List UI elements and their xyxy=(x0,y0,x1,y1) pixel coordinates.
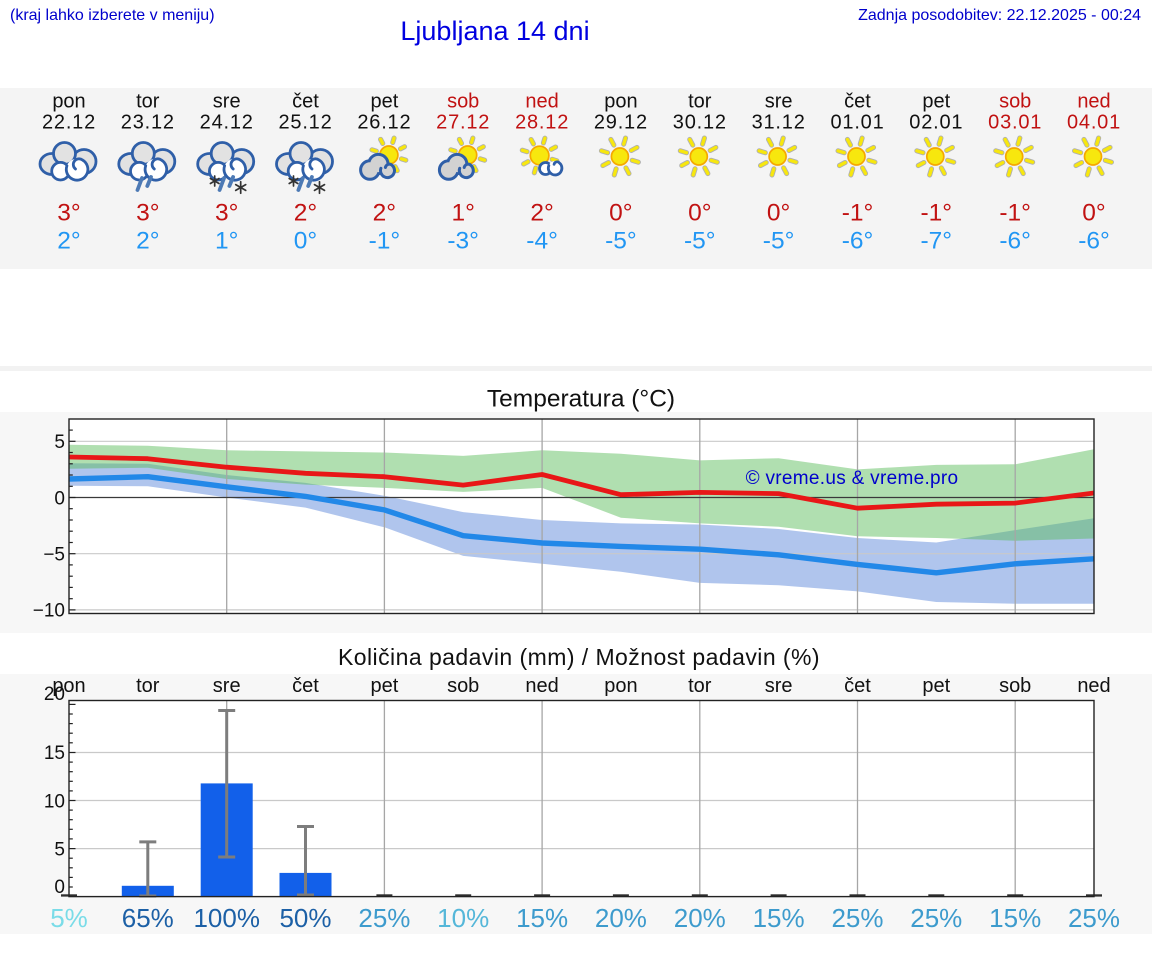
svg-text:-6°: -6° xyxy=(999,227,1031,254)
svg-text:26.12: 26.12 xyxy=(357,112,411,134)
svg-text:-7°: -7° xyxy=(921,227,953,254)
svg-text:ned: ned xyxy=(1077,90,1110,112)
svg-text:pon: pon xyxy=(52,675,85,697)
svg-text:sre: sre xyxy=(765,675,793,697)
svg-text:-1°: -1° xyxy=(921,200,953,227)
svg-text:čet: čet xyxy=(844,675,871,697)
svg-text:pet: pet xyxy=(922,675,950,697)
svg-text:ned: ned xyxy=(525,90,558,112)
svg-text:15%: 15% xyxy=(989,903,1041,933)
svg-text:čet: čet xyxy=(844,90,871,112)
svg-text:27.12: 27.12 xyxy=(436,112,490,134)
svg-text:-4°: -4° xyxy=(526,227,558,254)
svg-text:24.12: 24.12 xyxy=(200,112,254,134)
svg-text:ned: ned xyxy=(1077,675,1110,697)
svg-text:Temperatura (°C): Temperatura (°C) xyxy=(487,386,675,413)
svg-text:20: 20 xyxy=(44,684,65,705)
svg-text:sob: sob xyxy=(999,675,1031,697)
svg-text:tor: tor xyxy=(136,675,160,697)
svg-text:pet: pet xyxy=(370,90,398,112)
svg-text:sob: sob xyxy=(447,675,479,697)
svg-text:sob: sob xyxy=(999,90,1031,112)
svg-text:pon: pon xyxy=(604,675,637,697)
svg-text:-1°: -1° xyxy=(369,227,401,254)
svg-text:0°: 0° xyxy=(1082,200,1105,227)
svg-text:sre: sre xyxy=(213,675,241,697)
svg-text:25.12: 25.12 xyxy=(278,112,332,134)
svg-text:0: 0 xyxy=(54,488,65,509)
svg-text:Ljubljana 14 dni: Ljubljana 14 dni xyxy=(400,16,589,46)
svg-text:22.12: 22.12 xyxy=(42,112,96,134)
svg-text:15%: 15% xyxy=(516,903,568,933)
svg-text:03.01: 03.01 xyxy=(988,112,1042,134)
svg-text:20%: 20% xyxy=(595,903,647,933)
svg-text:2°: 2° xyxy=(373,200,396,227)
svg-text:(kraj lahko izberete v meniju): (kraj lahko izberete v meniju) xyxy=(10,7,215,24)
svg-text:100%: 100% xyxy=(193,903,260,933)
svg-text:2°: 2° xyxy=(57,227,80,254)
svg-text:0: 0 xyxy=(54,877,65,898)
svg-text:50%: 50% xyxy=(279,903,331,933)
svg-text:0°: 0° xyxy=(688,200,711,227)
svg-text:15%: 15% xyxy=(753,903,805,933)
svg-text:-5°: -5° xyxy=(763,227,795,254)
svg-text:pon: pon xyxy=(604,90,637,112)
svg-text:tor: tor xyxy=(688,675,712,697)
svg-text:30.12: 30.12 xyxy=(673,112,727,134)
svg-text:-5°: -5° xyxy=(684,227,716,254)
svg-text:25%: 25% xyxy=(358,903,410,933)
svg-text:-5°: -5° xyxy=(605,227,637,254)
svg-text:5: 5 xyxy=(54,432,65,453)
svg-text:04.01: 04.01 xyxy=(1067,112,1121,134)
svg-text:-6°: -6° xyxy=(1078,227,1110,254)
svg-text:tor: tor xyxy=(136,90,160,112)
svg-text:ned: ned xyxy=(525,675,558,697)
svg-text:5%: 5% xyxy=(50,903,88,933)
svg-text:02.01: 02.01 xyxy=(909,112,963,134)
svg-text:29.12: 29.12 xyxy=(594,112,648,134)
svg-text:čet: čet xyxy=(292,90,319,112)
svg-text:3°: 3° xyxy=(57,200,80,227)
svg-text:01.01: 01.01 xyxy=(830,112,884,134)
svg-text:-6°: -6° xyxy=(842,227,874,254)
svg-text:tor: tor xyxy=(688,90,712,112)
svg-text:2°: 2° xyxy=(294,200,317,227)
svg-text:Zadnja posodobitev: 22.12.2025: Zadnja posodobitev: 22.12.2025 - 00:24 xyxy=(858,7,1141,24)
svg-text:25%: 25% xyxy=(1068,903,1120,933)
svg-text:1°: 1° xyxy=(215,227,238,254)
svg-text:3°: 3° xyxy=(136,200,159,227)
svg-text:10: 10 xyxy=(44,791,65,812)
svg-text:-3°: -3° xyxy=(447,227,479,254)
svg-text:25%: 25% xyxy=(910,903,962,933)
svg-text:28.12: 28.12 xyxy=(515,112,569,134)
svg-text:0°: 0° xyxy=(294,227,317,254)
svg-text:25%: 25% xyxy=(831,903,883,933)
svg-text:15: 15 xyxy=(44,743,65,764)
svg-text:1°: 1° xyxy=(451,200,474,227)
svg-text:čet: čet xyxy=(292,675,319,697)
svg-text:31.12: 31.12 xyxy=(752,112,806,134)
svg-text:3°: 3° xyxy=(215,200,238,227)
svg-text:sre: sre xyxy=(213,90,241,112)
svg-text:−10: −10 xyxy=(33,601,65,622)
svg-text:sre: sre xyxy=(765,90,793,112)
svg-text:pon: pon xyxy=(52,90,85,112)
svg-text:-1°: -1° xyxy=(999,200,1031,227)
svg-text:2°: 2° xyxy=(136,227,159,254)
svg-text:23.12: 23.12 xyxy=(121,112,175,134)
svg-text:Količina padavin (mm) / Možnos: Količina padavin (mm) / Možnost padavin … xyxy=(338,644,820,670)
svg-text:10%: 10% xyxy=(437,903,489,933)
svg-text:5: 5 xyxy=(54,839,65,860)
svg-text:0°: 0° xyxy=(609,200,632,227)
svg-text:pet: pet xyxy=(370,675,398,697)
svg-text:0°: 0° xyxy=(767,200,790,227)
svg-text:65%: 65% xyxy=(122,903,174,933)
svg-text:2°: 2° xyxy=(530,200,553,227)
svg-text:−5: −5 xyxy=(43,545,65,566)
svg-text:20%: 20% xyxy=(674,903,726,933)
svg-text:sob: sob xyxy=(447,90,479,112)
svg-text:pet: pet xyxy=(922,90,950,112)
svg-text:-1°: -1° xyxy=(842,200,874,227)
svg-text:© vreme.us & vreme.pro: © vreme.us & vreme.pro xyxy=(746,468,959,489)
